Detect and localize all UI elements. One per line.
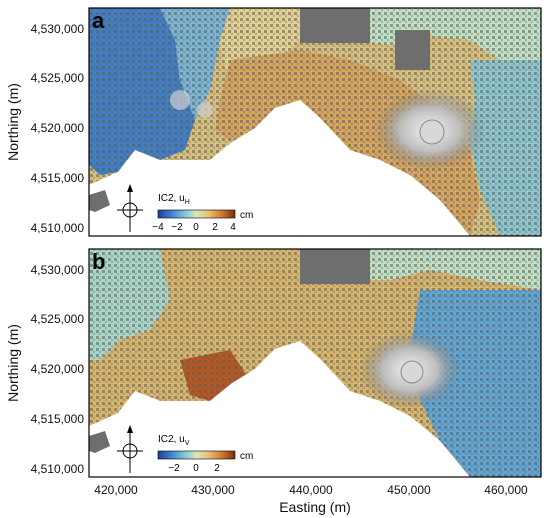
x-tick-label: 440,000 (289, 483, 333, 497)
y-tick-label: 4,525,000 (31, 71, 85, 85)
colorbar-tick: −2 (171, 222, 183, 233)
y-tick-label: 4,530,000 (31, 22, 85, 36)
y-tick-label: 4,510,000 (31, 462, 85, 476)
colorbar-title-main: IC2, u (158, 434, 185, 445)
panel-b-map (89, 249, 541, 477)
colorbar-tick: 0 (193, 463, 199, 474)
north-arrow-icon (117, 184, 143, 232)
panel-b-colorbar: IC2, uV cm −2 0 2 (157, 434, 253, 474)
colorbar-tick: 2 (214, 463, 220, 474)
north-arrow-icon (117, 425, 143, 473)
colorbar-tick: 4 (230, 222, 236, 233)
colorbar-tick: −4 (152, 222, 164, 233)
panel-a-letter: a (92, 8, 105, 33)
colorbar-a-bar (157, 209, 236, 219)
colorbar-unit: cm (240, 451, 253, 462)
panel-b-ylabel: Northing (m) (5, 324, 21, 402)
panel-a-colorbar: IC2, uH cm −4 −2 0 2 4 (152, 193, 253, 233)
panel-b-frame (88, 248, 542, 478)
colorbar-tick: 0 (193, 222, 199, 233)
panel-a-ylabel: Northing (m) (5, 83, 21, 161)
colorbar-unit: cm (240, 210, 253, 221)
y-tick-label: 4,530,000 (31, 263, 85, 277)
y-tick-label: 4,520,000 (31, 362, 85, 376)
panel-a-map (89, 8, 541, 236)
colorbar-tick: 2 (212, 222, 218, 233)
colorbar-b-bar (157, 450, 236, 460)
panel-a-frame (88, 7, 542, 237)
x-axis-title: Easting (m) (279, 499, 351, 515)
colorbar-tick: −2 (168, 463, 180, 474)
x-tick-label: 420,000 (94, 483, 138, 497)
panel-b-y-ticks: 4,530,000 4,525,000 4,520,000 4,515,000 … (31, 263, 85, 476)
x-ticks: 420,000 430,000 440,000 450,000 460,000 (94, 483, 528, 497)
colorbar-title: IC2, uH (158, 193, 190, 206)
colorbar-title-sub: V (185, 440, 190, 447)
y-tick-label: 4,525,000 (31, 312, 85, 326)
colorbar-title-main: IC2, u (158, 193, 185, 204)
colorbar-title: IC2, uV (158, 434, 190, 447)
x-tick-label: 460,000 (484, 483, 528, 497)
panel-a-y-ticks: 4,530,000 4,525,000 4,520,000 4,515,000 … (31, 22, 85, 235)
x-tick-label: 450,000 (387, 483, 431, 497)
x-tick-label: 430,000 (191, 483, 235, 497)
y-tick-label: 4,515,000 (31, 171, 85, 185)
y-tick-label: 4,515,000 (31, 412, 85, 426)
y-tick-label: 4,520,000 (31, 121, 85, 135)
panel-b-letter: b (92, 249, 105, 274)
colorbar-title-sub: H (185, 199, 190, 206)
y-tick-label: 4,510,000 (31, 221, 85, 235)
